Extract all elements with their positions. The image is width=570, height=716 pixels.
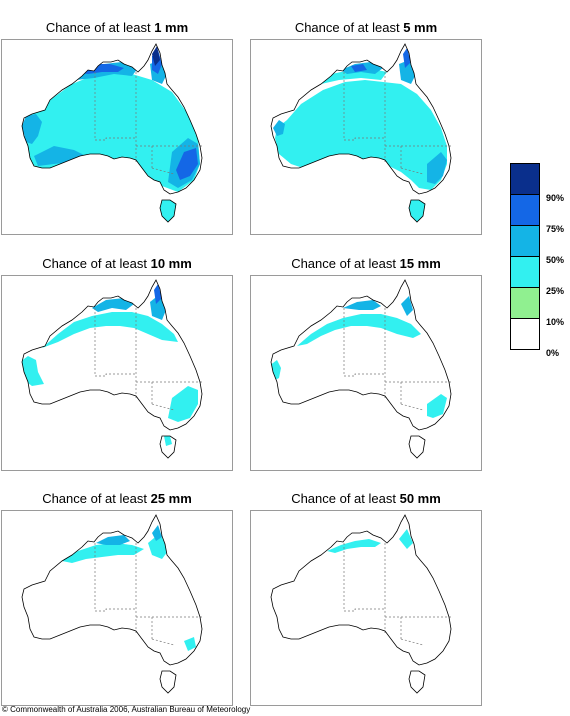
australia-map [1, 510, 233, 706]
legend-label-0: 0% [546, 348, 560, 358]
probability-region [351, 64, 367, 72]
panel-title: Chance of at least 50 mm [291, 491, 441, 506]
probability-region [327, 539, 381, 553]
coastline [21, 43, 203, 195]
legend-swatch-25 [510, 256, 540, 288]
panel-title: Chance of at least 10 mm [42, 256, 192, 271]
probability-region [72, 68, 86, 74]
probability-region [92, 298, 134, 312]
legend-label-25: 25% [546, 286, 565, 296]
probability-region [297, 314, 421, 346]
tasmania-coastline [159, 435, 177, 459]
probability-region [154, 284, 162, 304]
legend-label-90: 90% [546, 193, 565, 203]
australia-map [1, 275, 233, 471]
state-border [151, 638, 175, 646]
australia-map [250, 510, 482, 706]
probability-region [176, 148, 198, 180]
probability-region [427, 152, 447, 184]
coastline [270, 514, 452, 666]
probability-region [96, 535, 130, 545]
legend-swatch-10 [510, 287, 540, 319]
tasmania-coastline [408, 670, 426, 694]
state-border [400, 403, 424, 411]
australia-map [1, 39, 233, 235]
state-border [344, 373, 385, 377]
tasmania-coastline [159, 199, 177, 223]
state-border [344, 137, 385, 141]
panel-title: Chance of at least 25 mm [42, 491, 192, 506]
australia-map [250, 39, 482, 235]
panel-title: Chance of at least 15 mm [291, 256, 441, 271]
probability-region [403, 48, 411, 68]
probability-region [409, 200, 425, 222]
tasmania-coastline [408, 435, 426, 459]
legend-swatch-0 [510, 318, 540, 350]
state-border [344, 608, 385, 612]
legend-label-50: 50% [546, 255, 565, 265]
state-border [95, 608, 136, 612]
legend-label-10: 10% [546, 317, 565, 327]
probability-region [42, 312, 178, 348]
tasmania-coastline [159, 670, 177, 694]
panel-title: Chance of at least 1 mm [45, 20, 189, 35]
probability-region [401, 296, 413, 316]
probability-region [164, 436, 172, 446]
probability-region [184, 637, 196, 651]
legend-swatch-50 [510, 225, 540, 257]
legend-swatch-90 [510, 163, 540, 195]
rain-probability-shading [62, 525, 196, 651]
coastline [21, 514, 203, 666]
australia-map [250, 275, 482, 471]
probability-region [62, 543, 144, 563]
probability-region [273, 120, 285, 136]
tasmania-coastline [408, 199, 426, 223]
probability-region [399, 529, 413, 549]
rain-probability-shading [273, 48, 447, 222]
coastline [270, 279, 452, 431]
rain-probability-shading [22, 46, 200, 222]
legend-swatch-75 [510, 194, 540, 226]
probability-region [168, 386, 198, 422]
rain-probability-shading [271, 296, 447, 418]
coastline [270, 43, 452, 195]
coastline [21, 279, 203, 431]
probability-region [148, 533, 168, 559]
probability-region [152, 46, 160, 66]
legend-label-75: 75% [546, 224, 565, 234]
state-border [400, 638, 424, 646]
panel-title: Chance of at least 5 mm [294, 20, 438, 35]
state-border [95, 137, 136, 141]
probability-region [427, 394, 447, 418]
state-border [95, 373, 136, 377]
probability-region [22, 114, 42, 144]
rain-probability-shading [327, 529, 413, 553]
rain-probability-shading [22, 284, 198, 446]
probability-region [343, 300, 381, 310]
probability-region [152, 525, 162, 541]
copyright-footer: © Commonwealth of Australia 2006, Austra… [2, 705, 251, 714]
probability-region [160, 200, 176, 222]
